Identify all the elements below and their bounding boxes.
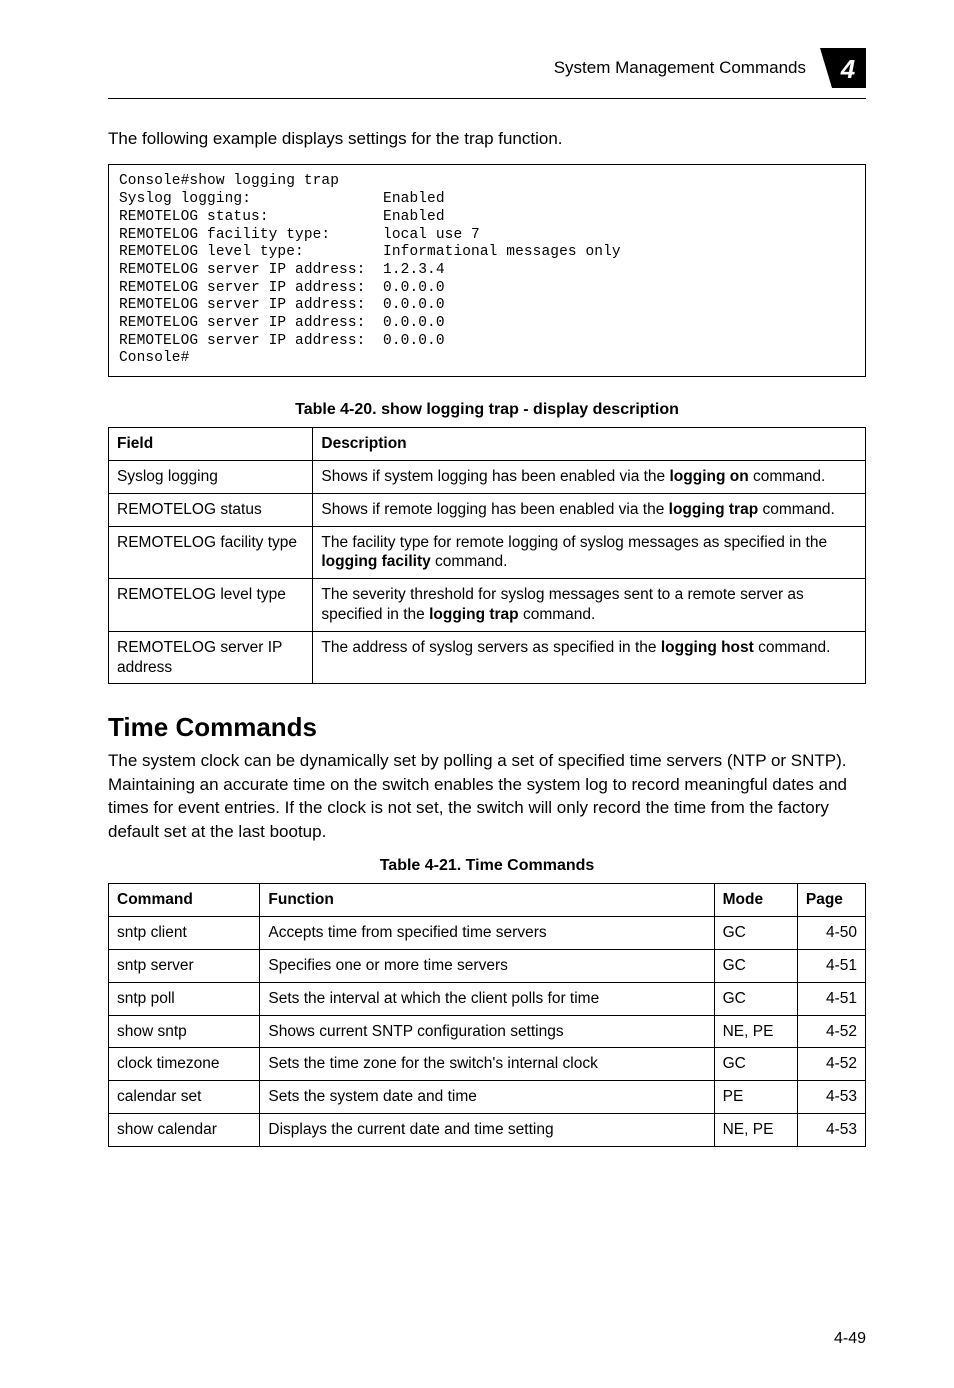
page-header: System Management Commands 4 — [108, 48, 866, 88]
table-cell: sntp server — [109, 949, 260, 982]
table-row: sntp server Specifies one or more time s… — [109, 949, 866, 982]
table-cell: REMOTELOG status — [109, 493, 313, 526]
table-header-row: Command Function Mode Page — [109, 884, 866, 917]
table-cell: REMOTELOG server IP address — [109, 631, 313, 684]
table-cell: REMOTELOG level type — [109, 579, 313, 632]
table-row: Syslog logging Shows if system logging h… — [109, 460, 866, 493]
table-cell: 4-50 — [797, 917, 865, 950]
table-cell: Specifies one or more time servers — [260, 949, 714, 982]
table-21-caption: Table 4-21. Time Commands — [108, 857, 866, 875]
table-header-cell: Field — [109, 428, 313, 461]
table-cell: sntp poll — [109, 982, 260, 1015]
table-cell: show sntp — [109, 1015, 260, 1048]
table-cell: 4-52 — [797, 1048, 865, 1081]
table-header-cell: Function — [260, 884, 714, 917]
table-cell: show calendar — [109, 1114, 260, 1147]
table-cell: Syslog logging — [109, 460, 313, 493]
chapter-number: 4 — [840, 54, 856, 84]
table-cell: Sets the time zone for the switch's inte… — [260, 1048, 714, 1081]
table-cell: The severity threshold for syslog messag… — [313, 579, 866, 632]
table-row: calendar set Sets the system date and ti… — [109, 1081, 866, 1114]
table-cell: REMOTELOG facility type — [109, 526, 313, 579]
table-cell: Sets the system date and time — [260, 1081, 714, 1114]
chapter-badge-icon: 4 — [820, 48, 866, 88]
table-cell: 4-53 — [797, 1081, 865, 1114]
table-header-cell: Description — [313, 428, 866, 461]
table-row: REMOTELOG status Shows if remote logging… — [109, 493, 866, 526]
header-rule — [108, 98, 866, 99]
table-row: REMOTELOG server IP address The address … — [109, 631, 866, 684]
section-paragraph: The system clock can be dynamically set … — [108, 749, 866, 843]
table-header-row: Field Description — [109, 428, 866, 461]
table-cell: NE, PE — [714, 1114, 797, 1147]
table-20: Field Description Syslog logging Shows i… — [108, 427, 866, 684]
table-cell: calendar set — [109, 1081, 260, 1114]
table-cell: GC — [714, 917, 797, 950]
table-cell: PE — [714, 1081, 797, 1114]
table-cell: clock timezone — [109, 1048, 260, 1081]
table-cell: 4-51 — [797, 949, 865, 982]
table-20-caption: Table 4-20. show logging trap - display … — [108, 401, 866, 419]
code-block: Console#show logging trap Syslog logging… — [108, 164, 866, 377]
table-cell: The address of syslog servers as specifi… — [313, 631, 866, 684]
table-row: show calendar Displays the current date … — [109, 1114, 866, 1147]
table-cell: The facility type for remote logging of … — [313, 526, 866, 579]
table-cell: NE, PE — [714, 1015, 797, 1048]
table-cell: Shows current SNTP configuration setting… — [260, 1015, 714, 1048]
table-cell: GC — [714, 1048, 797, 1081]
intro-paragraph: The following example displays settings … — [108, 127, 866, 150]
header-text: System Management Commands — [554, 58, 806, 78]
table-cell: GC — [714, 982, 797, 1015]
table-cell: 4-51 — [797, 982, 865, 1015]
table-cell: 4-53 — [797, 1114, 865, 1147]
table-row: sntp client Accepts time from specified … — [109, 917, 866, 950]
table-row: show sntp Shows current SNTP configurati… — [109, 1015, 866, 1048]
table-21: Command Function Mode Page sntp client A… — [108, 883, 866, 1147]
page: System Management Commands 4 The followi… — [0, 0, 954, 1388]
table-cell: Shows if remote logging has been enabled… — [313, 493, 866, 526]
table-cell: Accepts time from specified time servers — [260, 917, 714, 950]
page-number: 4-49 — [834, 1330, 866, 1348]
table-cell: 4-52 — [797, 1015, 865, 1048]
table-row: sntp poll Sets the interval at which the… — [109, 982, 866, 1015]
table-row: REMOTELOG facility type The facility typ… — [109, 526, 866, 579]
table-cell: GC — [714, 949, 797, 982]
table-header-cell: Page — [797, 884, 865, 917]
table-cell: Sets the interval at which the client po… — [260, 982, 714, 1015]
table-cell: Shows if system logging has been enabled… — [313, 460, 866, 493]
table-cell: sntp client — [109, 917, 260, 950]
section-heading: Time Commands — [108, 712, 866, 743]
table-row: REMOTELOG level type The severity thresh… — [109, 579, 866, 632]
table-header-cell: Command — [109, 884, 260, 917]
table-cell: Displays the current date and time setti… — [260, 1114, 714, 1147]
table-row: clock timezone Sets the time zone for th… — [109, 1048, 866, 1081]
table-header-cell: Mode — [714, 884, 797, 917]
